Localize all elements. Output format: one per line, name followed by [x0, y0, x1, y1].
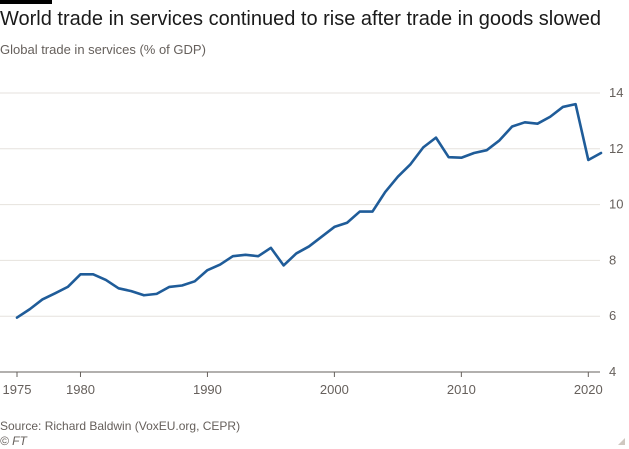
x-tick-label-1975: 1975: [3, 382, 32, 397]
ft-credit: © FT: [0, 434, 27, 448]
y-tick-label-6: 6: [609, 308, 616, 323]
x-axis-labels: 1975 1980 1990 2000 2010 2020: [3, 382, 603, 397]
y-tick-label-10: 10: [609, 197, 623, 212]
y-axis-labels: 4 6 8 10 12 14: [609, 85, 623, 379]
chart-subtitle: Global trade in services (% of GDP): [0, 42, 206, 57]
y-tick-label-12: 12: [609, 141, 623, 156]
x-tick-label-2020: 2020: [574, 382, 603, 397]
source-note: Source: Richard Baldwin (VoxEU.org, CEPR…: [0, 419, 241, 433]
x-tick-label-1980: 1980: [66, 382, 95, 397]
ft-top-bar: [0, 0, 52, 4]
corner-triangle-icon: [618, 438, 625, 445]
y-tick-label-8: 8: [609, 252, 616, 267]
chart-title: World trade in services continued to ris…: [0, 8, 602, 30]
x-axis: [0, 371, 600, 377]
series-line-services-trade: [15, 102, 603, 319]
y-tick-label-4: 4: [609, 364, 616, 379]
series-layer: [15, 102, 603, 319]
x-tick-label-2010: 2010: [447, 382, 476, 397]
gridlines: [0, 92, 600, 317]
x-tick-label-2000: 2000: [320, 382, 349, 397]
y-tick-label-14: 14: [609, 85, 623, 100]
x-tick-label-1990: 1990: [193, 382, 222, 397]
